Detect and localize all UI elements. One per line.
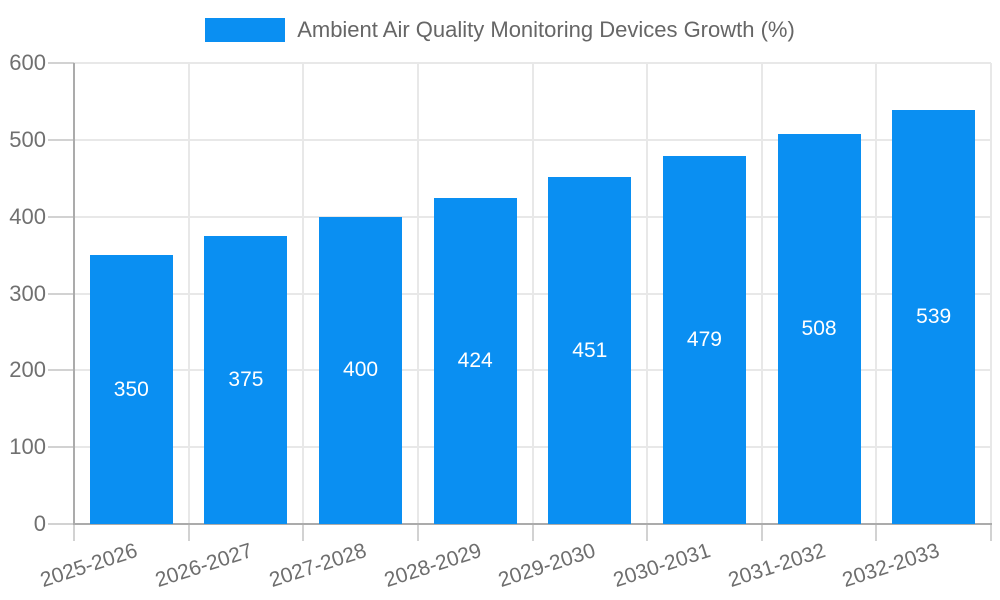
x-axis-tick-label: 2030-2031 (610, 539, 714, 592)
x-axis-line (73, 523, 992, 525)
y-axis-tick-label: 100 (9, 434, 46, 460)
gridline-vertical (760, 63, 763, 524)
gridline-vertical (416, 63, 419, 524)
gridline-vertical (187, 63, 190, 524)
y-axis-tick-label: 300 (9, 280, 46, 306)
bar-value-label: 451 (572, 338, 608, 362)
gridline-vertical (875, 63, 878, 524)
x-axis-tick-label: 2028-2029 (381, 539, 484, 592)
y-axis-tick-label: 200 (9, 357, 46, 383)
y-axis-tick-label: 400 (9, 203, 46, 229)
y-tick-mark (48, 523, 74, 525)
y-tick-mark (48, 138, 74, 141)
bar (89, 255, 173, 524)
bar-value-label: 424 (457, 349, 493, 373)
bar-value-label: 350 (113, 377, 149, 401)
x-tick-mark (302, 524, 305, 541)
x-axis-tick-label: 2031-2032 (725, 539, 828, 592)
bar (433, 198, 517, 524)
legend-swatch (205, 18, 286, 42)
gridline-vertical (990, 63, 992, 524)
y-axis-tick-label: 0 (33, 511, 46, 536)
gridline-vertical (646, 63, 649, 524)
bar-value-label: 508 (801, 316, 837, 340)
x-tick-mark (990, 524, 992, 541)
y-tick-mark (48, 62, 74, 64)
x-axis-tick-label: 2027-2028 (266, 539, 370, 592)
bar-value-label: 539 (916, 304, 952, 328)
y-tick-mark (48, 446, 74, 449)
y-tick-mark (48, 215, 74, 218)
bar-value-label: 375 (228, 367, 264, 391)
legend[interactable]: Ambient Air Quality Monitoring Devices G… (0, 18, 1000, 42)
bar (319, 216, 403, 524)
x-tick-mark (531, 524, 534, 541)
y-tick-mark (48, 369, 74, 372)
bar-value-label: 479 (686, 327, 722, 351)
x-axis-tick-label: 2029-2030 (495, 539, 599, 592)
gridline-vertical (302, 63, 305, 524)
y-tick-mark (48, 292, 74, 295)
y-axis-tick-label: 600 (9, 50, 46, 75)
x-axis-tick-label: 2026-2027 (152, 539, 255, 592)
x-tick-mark (875, 524, 878, 541)
bar (662, 155, 746, 524)
bar (548, 177, 632, 524)
x-tick-mark (646, 524, 649, 541)
x-tick-mark (760, 524, 763, 541)
gridline-vertical (531, 63, 534, 524)
x-axis-tick-label: 2032-2033 (839, 539, 943, 592)
bar (204, 235, 288, 524)
bar-value-label: 400 (343, 358, 379, 382)
bar (892, 109, 976, 524)
y-axis-tick-label: 500 (9, 126, 46, 152)
bar (777, 133, 861, 524)
x-tick-mark (416, 524, 419, 541)
legend-label: Ambient Air Quality Monitoring Devices G… (297, 17, 795, 42)
x-tick-mark (187, 524, 190, 541)
y-axis-line (73, 63, 75, 524)
x-axis-tick-label: 2025-2026 (37, 539, 141, 592)
x-tick-mark (73, 524, 75, 541)
